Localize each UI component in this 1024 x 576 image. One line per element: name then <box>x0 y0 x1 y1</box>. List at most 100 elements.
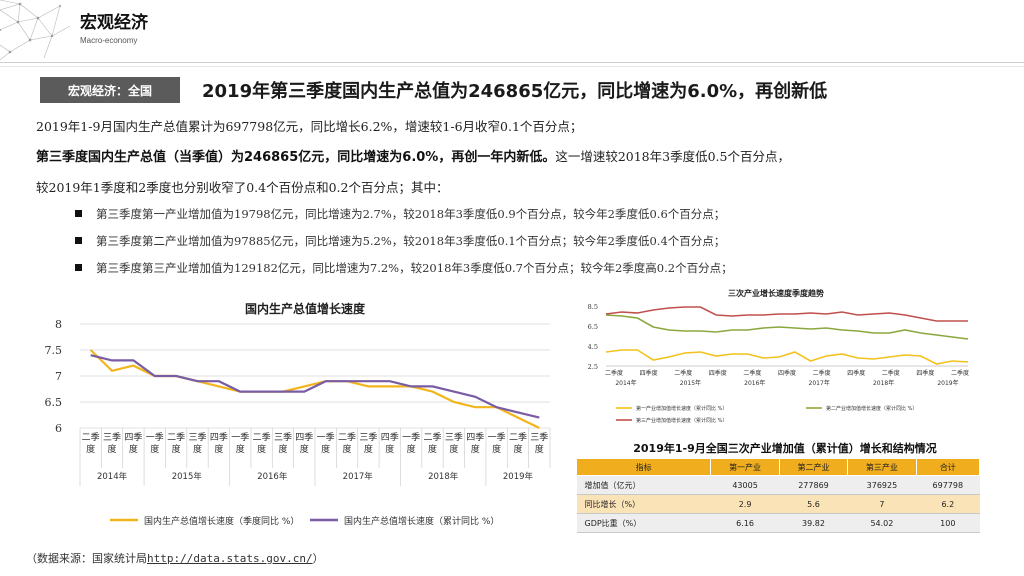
table-title: 2019年1-9月全国三次产业增加值（累计值）增长和结构情况 <box>633 442 937 455</box>
y-tick-label: 8 <box>55 318 62 331</box>
x-tick-label-2: 度 <box>513 443 522 455</box>
y-tick-label: 6.5 <box>45 396 63 409</box>
x-tick-label: 一季 <box>317 431 335 443</box>
x-tick-label: 四季度 <box>847 369 865 377</box>
x-tick-label: 二季度 <box>743 369 761 377</box>
table-cell: 5.6 <box>779 494 848 514</box>
y-tick-label: 8.5 <box>588 303 598 311</box>
x-tick-label-2: 度 <box>150 443 159 455</box>
x-tick-label: 一季 <box>146 431 164 443</box>
table-cell: 697798 <box>916 475 980 495</box>
table-header-cell: 第二产业 <box>778 458 849 476</box>
bullet-tertiary-industry: 第三季度第三产业增加值为129182亿元，同比增速为7.2%，较2018年3季度… <box>75 260 733 276</box>
year-group-label: 2015年 <box>172 471 203 482</box>
x-tick-label: 二季 <box>167 431 185 443</box>
bullet-square-icon <box>75 263 82 271</box>
headline: 2019年第三季度国内生产总值为246865亿元，同比增速为6.0%，再创新低 <box>202 81 828 102</box>
x-tick-label: 二季度 <box>813 369 831 377</box>
x-tick-label: 二季 <box>82 431 100 443</box>
x-tick-label: 四季 <box>381 431 399 443</box>
x-tick-label: 二季度 <box>605 369 623 377</box>
year-label: 2016年 <box>744 379 765 387</box>
paragraph-ytd-gdp: 2019年1-9月国内生产总值累计为697798亿元，同比增长6.2%，增速较1… <box>36 119 583 134</box>
x-tick-label: 二季 <box>338 431 356 443</box>
series-line-1 <box>605 349 969 365</box>
x-tick-label: 四季度 <box>778 369 796 377</box>
table-row: 同比增长（%） 2.9 5.6 7 6.2 <box>576 494 980 514</box>
table-row: 增加值（亿元） 43005 277869 376925 697798 <box>576 475 980 495</box>
table-cell: 43005 <box>710 475 780 495</box>
y-tick-label: 6.5 <box>588 323 598 331</box>
x-tick-label-2: 度 <box>193 443 202 455</box>
x-tick-label: 三季 <box>530 431 548 443</box>
page-title: 宏观经济 <box>80 13 148 33</box>
legend-label: 国内生产总值增长速度（季度同比 %） <box>144 515 299 527</box>
x-tick-label-2: 度 <box>321 443 330 455</box>
table-cell: 同比增长（%） <box>576 494 711 514</box>
industry-stats-table: 指标 第一产业 第二产业 第三产业 合计 增加值（亿元） 43005 27786… <box>575 458 981 533</box>
x-tick-label: 三季 <box>188 431 206 443</box>
bullet-secondary-industry: 第三季度第二产业增加值为97885亿元，同比增速为5.2%，较2018年3季度低… <box>75 233 725 249</box>
x-tick-label: 二季度 <box>951 369 969 377</box>
table-cell: 7 <box>847 494 917 514</box>
x-tick-label-2: 度 <box>385 443 394 455</box>
x-tick-label-2: 度 <box>364 443 373 455</box>
table-cell: 376925 <box>847 475 917 495</box>
bullet-primary-industry: 第三季度第一产业增加值为19798亿元，同比增速为2.7%，较2018年3季度低… <box>75 206 725 222</box>
y-tick-label: 6 <box>55 422 62 435</box>
source-link[interactable]: http://data.stats.gov.cn/ <box>147 552 313 565</box>
x-tick-label: 四季 <box>466 431 484 443</box>
table-cell: 6.16 <box>710 513 780 533</box>
y-tick-label: 7.5 <box>45 344 63 357</box>
table-cell: 277869 <box>779 475 848 495</box>
network-pattern-icon <box>0 0 71 60</box>
legend-label: 国内生产总值增长速度（累计同比 %） <box>344 515 499 527</box>
x-tick-label: 三季 <box>274 431 292 443</box>
source-suffix: ） <box>312 552 324 565</box>
data-source: （数据来源：国家统计局http://data.stats.gov.cn/） <box>26 550 324 566</box>
x-tick-label: 四季 <box>295 431 313 443</box>
paragraph-q3-rest: 这一增速较2018年3季度低0.5个百分点， <box>555 149 790 164</box>
x-tick-label: 三季 <box>359 431 377 443</box>
x-tick-label-2: 度 <box>257 443 266 455</box>
x-tick-label: 四季度 <box>916 369 934 377</box>
year-label: 2014年 <box>615 379 636 387</box>
year-label: 2015年 <box>680 379 701 387</box>
page-subtitle: Macro-economy <box>80 36 138 45</box>
x-tick-label-2: 度 <box>343 443 352 455</box>
x-tick-label: 二季度 <box>882 369 900 377</box>
x-tick-label-2: 度 <box>129 443 138 455</box>
table-cell: 54.02 <box>847 513 917 533</box>
table-header-cell: 合计 <box>915 458 981 476</box>
x-tick-label: 四季度 <box>709 369 727 377</box>
x-tick-label-2: 度 <box>108 443 117 455</box>
x-tick-label: 四季 <box>124 431 142 443</box>
x-tick-label: 一季 <box>488 431 506 443</box>
table-cell: 2.9 <box>710 494 780 514</box>
legend-label: 第一产业增加值增长速度（累计同比 %） <box>636 405 727 412</box>
series-line-3 <box>605 306 968 322</box>
bullet-text: 第三季度第三产业增加值为129182亿元，同比增速为7.2%，较2018年3季度… <box>96 261 733 275</box>
bullet-square-icon <box>75 209 82 217</box>
x-tick-label: 二季度 <box>674 369 692 377</box>
table-cell: 100 <box>916 513 980 533</box>
x-tick-label-2: 度 <box>492 443 501 455</box>
year-group-label: 2017年 <box>343 471 374 482</box>
x-tick-label: 三季 <box>103 431 121 443</box>
table-cell: GDP比重（%） <box>576 513 711 533</box>
paragraph-q3-bold: 第三季度国内生产总值（当季值）为246865亿元，同比增速为6.0%，再创一年内… <box>36 150 556 165</box>
bullet-square-icon <box>75 236 82 244</box>
table-header-row: 指标 第一产业 第二产业 第三产业 合计 <box>575 458 981 476</box>
header-divider-2 <box>0 66 1024 67</box>
x-tick-label: 二季 <box>509 431 527 443</box>
year-group-label: 2016年 <box>257 471 288 482</box>
header-divider <box>0 62 1024 63</box>
x-tick-label-2: 度 <box>471 443 480 455</box>
year-group-label: 2014年 <box>97 471 128 482</box>
series-line-1 <box>89 349 540 429</box>
series-line-2 <box>605 314 969 340</box>
industry-growth-trend-chart: 三次产业增长速度季度趋势 8.5 6.5 4.5 2.5 二季度 四季度 二季度 四季度 二季度 四… <box>588 288 969 424</box>
x-tick-label-2: 度 <box>449 443 458 455</box>
x-tick-label: 三季 <box>445 431 463 443</box>
legend-label: 第三产业增加值增长速度（累计同比 %） <box>636 417 727 424</box>
